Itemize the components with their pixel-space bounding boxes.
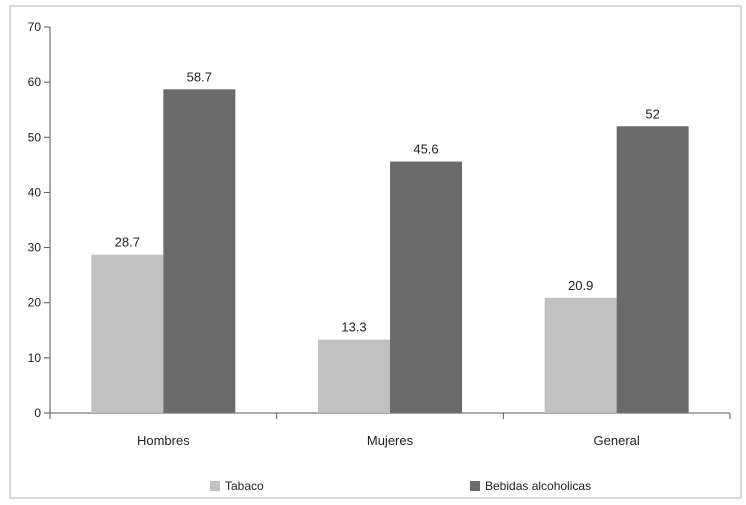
legend-swatch [210, 481, 220, 491]
x-tick-label: General [594, 433, 640, 448]
data-label: 13.3 [341, 320, 366, 335]
x-tick-label: Mujeres [367, 433, 414, 448]
y-axis: 0 10 20 30 40 50 60 70 [28, 20, 51, 420]
y-tick-label: 0 [34, 406, 41, 420]
legend: Tabaco Bebidas alcoholicas [210, 479, 591, 493]
legend-swatch [470, 481, 480, 491]
bars [91, 89, 689, 413]
data-label: 45.6 [413, 142, 438, 157]
bar-tabaco [544, 297, 617, 413]
bar-bebidas-alcoholicas [163, 89, 236, 413]
legend-label: Bebidas alcoholicas [485, 479, 591, 493]
y-tick-label: 10 [28, 351, 42, 365]
data-labels: 28.7 13.3 20.9 58.7 45.6 52 [115, 69, 660, 334]
y-tick-label: 40 [28, 185, 42, 199]
data-label: 20.9 [568, 278, 593, 293]
y-tick-label: 60 [28, 75, 42, 89]
data-label: 52 [645, 106, 659, 121]
data-label: 28.7 [115, 235, 140, 250]
legend-label: Tabaco [225, 479, 264, 493]
bar-tabaco [318, 339, 390, 413]
y-tick-label: 70 [28, 20, 42, 34]
x-tick-label: Hombres [137, 433, 190, 448]
y-tick-label: 50 [28, 130, 42, 144]
y-tick-label: 30 [28, 241, 42, 255]
bar-tabaco [91, 254, 164, 413]
y-tick-label: 20 [28, 296, 42, 310]
data-label: 58.7 [187, 69, 212, 84]
bar-bebidas-alcoholicas [616, 126, 689, 413]
bar-bebidas-alcoholicas [390, 161, 462, 413]
